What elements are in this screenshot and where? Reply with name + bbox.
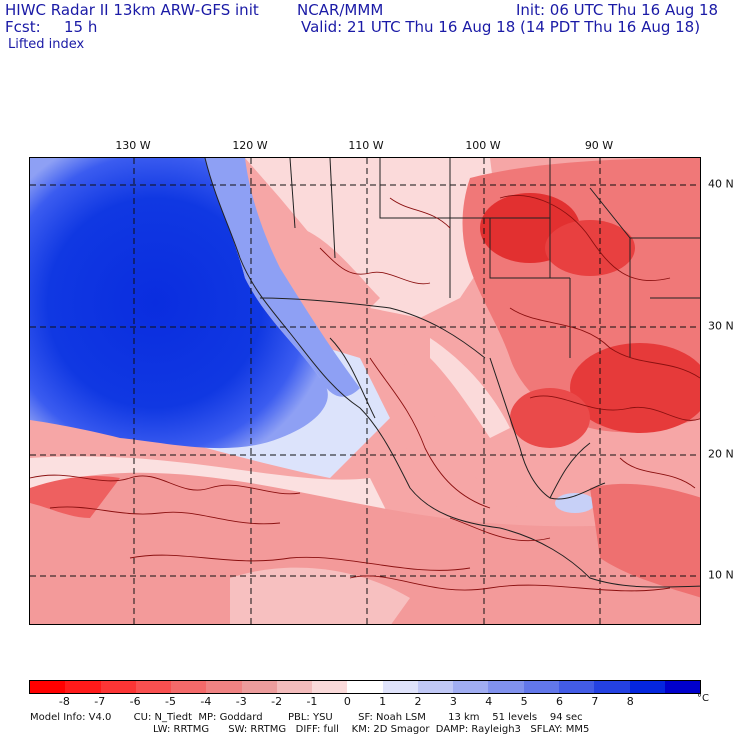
lat-label-10n: 10 N [708,568,734,582]
legend-swatch [30,681,66,693]
legend-swatch [417,681,454,693]
legend-swatch [523,681,559,693]
legend-swatch [629,681,665,693]
lifted-index-map [29,157,701,625]
midwest-core [545,220,635,276]
pale-south-patch [230,567,410,624]
lat-label-20n: 20 N [708,447,734,461]
legend-tick-label: -2 [271,695,283,708]
legend-swatch [241,681,277,693]
legend-tick-label: -1 [306,695,318,708]
legend-tick-label: -5 [164,695,176,708]
lon-label-110w: 110 W [348,139,384,152]
political-borders [259,158,700,359]
mexico-plateau [430,338,510,438]
legend-swatch [171,681,207,693]
contour-lines [30,194,700,592]
forecast-hour: 15 h [64,18,98,36]
map-canvas [30,158,700,624]
legend-tick-label: -4 [200,695,212,708]
org-label: NCAR/MMM [297,1,384,19]
legend-swatch [453,681,489,693]
legend-tick-label: 2 [414,695,422,708]
legend-swatch [312,681,348,693]
legend-swatch [206,681,242,693]
init-time: Init: 06 UTC Thu 16 Aug 18 [516,1,719,19]
legend-swatch [135,681,172,693]
valid-time: Valid: 21 UTC Thu 16 Aug 18 (14 PDT Thu … [301,18,701,36]
legend-swatch [382,681,418,693]
color-scale-bar [29,680,701,694]
lat-label-40n: 40 N [708,177,734,191]
legend-tick-label: 3 [449,695,457,708]
lon-label-100w: 100 W [465,139,501,152]
legend-tick-label: 4 [485,695,493,708]
legend-tick-label: 7 [591,695,599,708]
legend-tick-label: 0 [343,695,351,708]
model-info-line-1: Model Info: V4.0 CU: N_Tiedt MP: Goddard… [30,712,583,723]
coastlines [204,158,700,588]
lon-label-120w: 120 W [232,139,268,152]
legend-swatch [558,681,595,693]
legend-tick-label: 6 [556,695,564,708]
unit-label: °C [697,693,709,704]
west-land-patch [300,228,380,318]
model-info-line-2: LW: RRTMG SW: RRTMG DIFF: full KM: 2D Sm… [153,724,590,735]
texas-core [510,388,590,448]
coastal-blue-fringe [205,158,360,397]
legend-swatch [347,681,383,693]
lon-label-130w: 130 W [115,139,151,152]
model-title: HIWC Radar II 13km ARW-GFS init [5,1,259,19]
legend-swatch [65,681,101,693]
caribbean-unstable [590,483,700,598]
lat-lon-grid [30,158,700,624]
legend-tick-label: -6 [129,695,141,708]
legend-tick-label: 1 [379,695,387,708]
pacific-stable-region [30,158,328,449]
mexico-land [360,328,590,578]
legend-tick-label: -8 [58,695,70,708]
forecast-label: Fcst: [5,18,41,36]
legend-swatch [664,681,701,693]
legend-swatch [100,681,136,693]
us-interior [245,158,500,318]
legend-tick-label: 5 [520,695,528,708]
legend-tick-label: -7 [94,695,106,708]
legend-swatch [488,681,524,693]
legend-tick-label: 8 [626,695,634,708]
lon-label-90w: 90 W [584,139,614,152]
legend-swatch [276,681,313,693]
legend-tick-label: -3 [235,695,247,708]
eastern-pacific-south [30,472,700,624]
field-name: Lifted index [8,37,85,52]
legend-swatch [594,681,630,693]
lat-label-30n: 30 N [708,319,734,333]
